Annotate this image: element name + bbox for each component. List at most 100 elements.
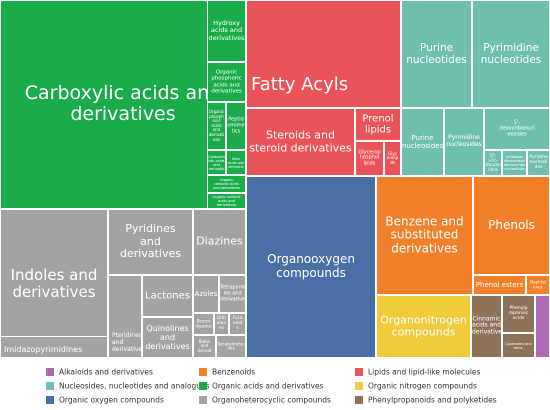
treemap-tile: Organic carbonic acids and derivatives xyxy=(207,175,246,193)
legend-label: Organic nitrogen compounds xyxy=(368,381,477,391)
tile-label: Pyrimidine nucleosides xyxy=(446,134,482,148)
treemap-tile: Organonitrogen compounds xyxy=(376,295,471,358)
legend-item-organic-oxygen: Organic oxygen compounds xyxy=(46,395,164,405)
treemap-tile: Naphtal enes xyxy=(526,275,550,295)
legend-label: Lipids and lipid-like molecules xyxy=(368,367,481,377)
treemap-tile: Peptid omime tics xyxy=(226,102,246,150)
treemap-tile: Carboxylic acids and derivatives xyxy=(0,0,246,209)
treemap-tile: Phenols xyxy=(473,176,550,275)
tile-label: Tetrahydrofura nes xyxy=(217,340,246,351)
tile-label: Benzot diazoles xyxy=(195,318,212,328)
treemap-tile: Indoles and derivatives xyxy=(0,209,108,358)
legend-label: Phenylpropanoids and polyketides xyxy=(368,395,497,405)
treemap-tile: Biotin and derivat xyxy=(193,335,216,358)
tile-label: Purine nucleosides xyxy=(402,133,444,150)
treemap-tile: Organic phosphoric acids and derivatives xyxy=(207,62,246,102)
legend-label: Organic acids and derivatives xyxy=(212,381,324,391)
tile-label: Fura noid s xyxy=(232,316,243,332)
treemap-tile: Quinolines and derivatives xyxy=(142,317,193,358)
treemap-tile: Tetrapyrro les and derivatives xyxy=(219,275,246,313)
legend-item-benzenoids: Benzenoids xyxy=(199,367,255,377)
treemap-tile: (5'->5')- dinucleo tides xyxy=(484,150,502,176)
tile-label: Diazines xyxy=(196,234,243,248)
tile-label: Phenols xyxy=(488,217,535,232)
tile-label: Dith olan es xyxy=(216,316,227,332)
tile-label: (5'->5')- dinucleo tides xyxy=(485,152,502,172)
treemap-tile: Hydroxy acids and derivatives xyxy=(207,0,246,62)
tile-label: Glyc erolip ids xyxy=(386,150,399,165)
legend-swatch xyxy=(199,368,207,376)
legend-swatch xyxy=(46,396,54,404)
treemap-tile xyxy=(535,295,550,358)
tile-label: Glycerop hosphol ipids xyxy=(358,148,381,167)
treemap-tile: 5'- deoxyribonucl eosides xyxy=(484,108,550,150)
legend-swatch xyxy=(355,382,363,390)
treemap-tile: Imidazopyrimidines xyxy=(0,336,108,358)
tile-label: Cinnamic acids and derivatives xyxy=(472,315,502,336)
tile-label: Keto acids and derivativ xyxy=(227,156,245,169)
tile-label: Carboxim idic acids and derivativ xyxy=(208,154,225,171)
tile-label: 5'- deoxyribonucl eosides xyxy=(499,119,535,137)
legend-label: Nucleosides, nucleotides and analogues xyxy=(59,381,210,391)
legend-label: Organic oxygen compounds xyxy=(59,395,164,405)
treemap-tile: Fatty Acyls xyxy=(246,0,401,108)
treemap-tile: Benzot diazoles xyxy=(193,313,214,335)
tile-label: Peptid omime tics xyxy=(227,116,245,134)
tile-label: Organic phosph onic acids and derivati v… xyxy=(208,108,225,142)
treemap-tile: Lactones xyxy=(142,275,193,317)
treemap-tile: Benzene and substituted derivatives xyxy=(376,176,473,295)
treemap-tile: Cinnamic acids and derivatives xyxy=(471,295,502,358)
tile-label: Prenol lipids xyxy=(362,113,394,136)
tile-label: Coumarins and deriv. xyxy=(505,341,532,350)
treemap-tile: Prenol lipids xyxy=(355,108,401,141)
treemap-tile: Pyridines and derivatives xyxy=(108,209,193,275)
legend-item-organic-nitrogen: Organic nitrogen compounds xyxy=(355,381,477,391)
legend-item-organoheterocyclic: Organoheterocyclic compounds xyxy=(199,395,331,405)
tile-label: Lactones xyxy=(145,290,190,302)
treemap-tile: Phenol esters xyxy=(473,275,526,295)
treemap-tile: Keto acids and derivativ xyxy=(226,150,246,175)
tile-label: Quinolines and derivatives xyxy=(145,323,190,352)
treemap-tile: Purine nucleosides xyxy=(401,108,444,176)
tile-label: Organic sulfonic acids and derivatives xyxy=(212,194,241,208)
tile-label: Benzene and substituted derivatives xyxy=(385,213,464,256)
legend-label: Benzenoids xyxy=(212,367,256,377)
legend-swatch xyxy=(199,382,207,390)
treemap-tile: Purine nucleotides xyxy=(401,0,472,108)
treemap-tile: Coumarins and deriv. xyxy=(502,333,535,358)
legend-item-nucleosides: Nucleosides, nucleotides and analogues xyxy=(46,381,210,391)
legend-item-phenylpropanoids: Phenylpropanoids and polyketides xyxy=(355,395,497,405)
tile-label: Pyridines and derivatives xyxy=(120,222,181,261)
legend-item-organic-acids: Organic acids and derivatives xyxy=(199,381,323,391)
legend-item-alkaloids: Alkaloids and derivatives xyxy=(46,367,153,377)
tile-label: Organic phosphoric acids and derivatives xyxy=(211,69,242,95)
legend-label: Organoheterocyclic compounds xyxy=(212,395,331,405)
tile-label: Pyrimidine nucleotides xyxy=(480,41,542,66)
treemap-tile: Carboxim idic acids and derivativ xyxy=(207,150,226,175)
legend-label: Alkaloids and derivatives xyxy=(59,367,153,377)
legend-swatch xyxy=(355,396,363,404)
treemap-tile: Azoles xyxy=(193,275,219,313)
tile-label: Organonitrogen compounds xyxy=(380,312,467,339)
treemap-tile: Tetrahydrofura nes xyxy=(216,335,246,358)
treemap-tile: Pteridines and derivatives xyxy=(108,275,142,358)
legend-swatch xyxy=(46,368,54,376)
tile-label: Pteridines and derivatives xyxy=(112,332,142,354)
treemap-tile: Diazines xyxy=(193,209,246,275)
legend-swatch xyxy=(355,368,363,376)
tile-label: Fatty Acyls xyxy=(251,74,349,95)
tile-label: Organic carbonic acids and derivatives xyxy=(212,177,241,191)
tile-label: Indoles and derivatives xyxy=(10,265,98,301)
tile-label: Pyridine nucleoti des xyxy=(529,155,548,171)
tile-label: Purine nucleotides xyxy=(406,41,467,66)
treemap-tile: Glyc erolip ids xyxy=(384,141,401,176)
legend: Alkaloids and derivatives Benzenoids Lip… xyxy=(0,360,550,410)
tile-label: Organooxygen compounds xyxy=(267,252,355,280)
treemap-tile: Imidazole ribonucleosi des and ribo nucl… xyxy=(502,150,527,176)
tile-label: Biotin and derivat xyxy=(197,338,212,353)
treemap-tile: Pyridine nucleoti des xyxy=(527,150,550,176)
treemap-tile: Glycerop hosphol ipids xyxy=(355,141,384,176)
tile-label: Tetrapyrro les and derivatives xyxy=(220,284,246,302)
legend-swatch xyxy=(46,382,54,390)
